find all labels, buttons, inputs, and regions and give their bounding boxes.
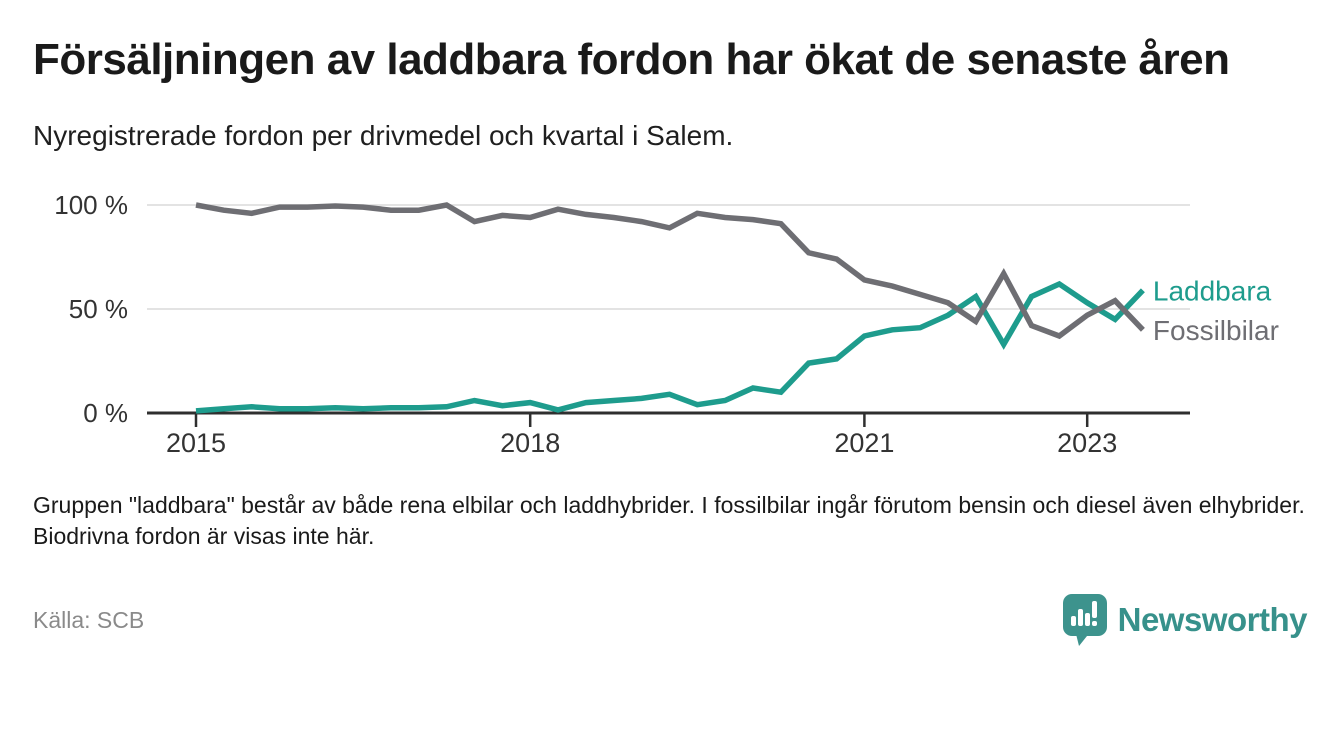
infographic-page: Försäljningen av laddbara fordon har öka… [33, 35, 1308, 647]
laddbara-line [195, 280, 1145, 414]
source-label: Källa: SCB [33, 606, 145, 633]
y-tick-label: 0 % [83, 398, 128, 428]
chart-title: Försäljningen av laddbara fordon har öka… [33, 35, 1230, 84]
x-tick-label: 2021 [834, 428, 894, 458]
newsworthy-wordmark: Newsworthy [1117, 601, 1308, 639]
line-chart: 0 % 50 % 100 % 2015 2018 2021 2023 Laddbara Foss… [54, 190, 1279, 458]
newsworthy-logo: Newsworthy [1062, 593, 1308, 647]
fossilbilar-line [195, 202, 1145, 340]
x-tick-label: 2018 [500, 428, 560, 458]
newsworthy-pin-barchart-icon [1062, 594, 1107, 647]
y-tick-label: 50 % [69, 294, 128, 324]
chart-subtitle: Nyregistrerade fordon per drivmedel och … [33, 119, 734, 151]
y-tick-label: 100 % [54, 190, 128, 220]
x-tick-label: 2023 [1057, 428, 1117, 458]
chart-footnote: Gruppen "laddbara" består av både rena e… [33, 491, 1305, 549]
chart-footer: Källa: SCB Newsworthy [33, 593, 1308, 647]
fossilbilar-label: Fossilbilar [1153, 315, 1279, 346]
laddbara-label: Laddbara [1153, 275, 1272, 306]
x-tick-label: 2015 [166, 428, 226, 458]
